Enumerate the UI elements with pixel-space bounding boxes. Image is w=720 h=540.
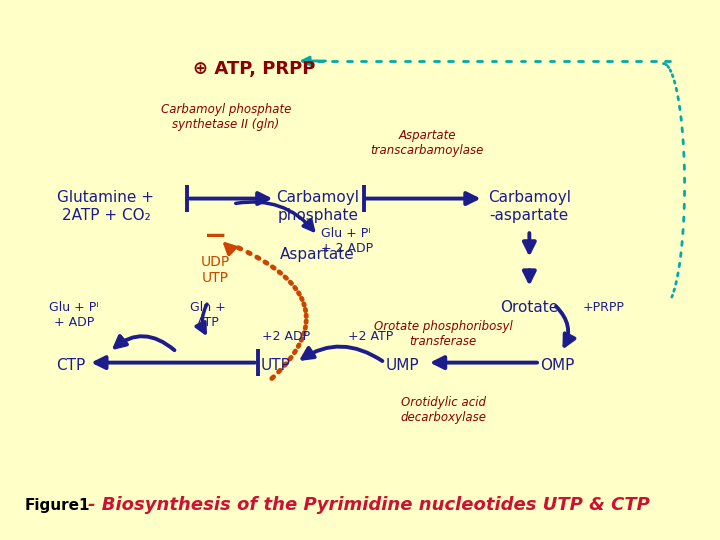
Text: OMP: OMP xyxy=(541,358,575,373)
Text: Carbamoyl
-aspartate: Carbamoyl -aspartate xyxy=(488,190,571,222)
Text: Glu + Pᴵ
+ ADP: Glu + Pᴵ + ADP xyxy=(50,301,99,329)
Text: Carbamoyl phosphate
synthetase II (gln): Carbamoyl phosphate synthetase II (gln) xyxy=(161,103,291,131)
Text: Glu + Pᴵ
+ 2 ADP: Glu + Pᴵ + 2 ADP xyxy=(321,227,373,255)
Text: CTP: CTP xyxy=(56,358,86,373)
Text: UMP: UMP xyxy=(385,358,419,373)
Text: +2 ATP: +2 ATP xyxy=(348,329,393,343)
Text: Aspartate
transcarbamoylase: Aspartate transcarbamoylase xyxy=(370,129,484,157)
Text: Gln +
ATP: Gln + ATP xyxy=(190,301,226,329)
Text: Glutamine +
2ATP + CO₂: Glutamine + 2ATP + CO₂ xyxy=(58,190,155,222)
Text: UDP
UTP: UDP UTP xyxy=(201,255,230,285)
Text: +2 ADP: +2 ADP xyxy=(262,329,310,343)
Text: ⊕ ATP, PRPP: ⊕ ATP, PRPP xyxy=(193,60,315,78)
Text: Figure1: Figure1 xyxy=(24,498,90,513)
Text: +PRPP: +PRPP xyxy=(582,301,624,314)
Text: Aspartate: Aspartate xyxy=(280,247,355,261)
Text: Carbamoyl
phosphate: Carbamoyl phosphate xyxy=(276,190,359,222)
Text: Orotate: Orotate xyxy=(500,300,559,314)
Text: −: − xyxy=(204,221,227,249)
Text: UTP: UTP xyxy=(261,358,290,373)
Text: - Biosynthesis of the Pyrimidine nucleotides UTP & CTP: - Biosynthesis of the Pyrimidine nucleot… xyxy=(89,496,650,515)
Text: Orotidylic acid
decarboxylase: Orotidylic acid decarboxylase xyxy=(400,396,486,424)
Text: Orotate phosphoribosyl
transferase: Orotate phosphoribosyl transferase xyxy=(374,320,513,348)
